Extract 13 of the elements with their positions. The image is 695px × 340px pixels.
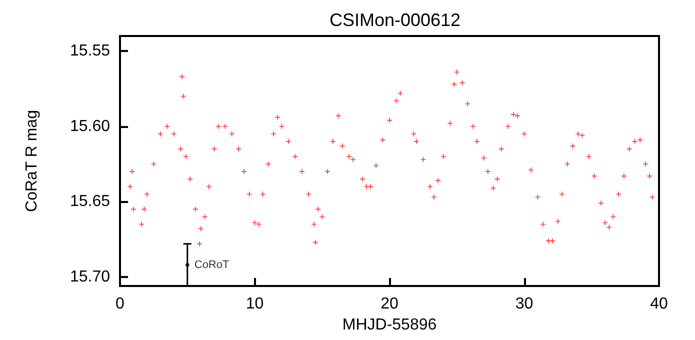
x-tick-label: 10 (246, 296, 264, 312)
y-tick-label: 15.55 (70, 42, 110, 60)
x-tick-label: 40 (650, 296, 668, 312)
y-tick-label: 15.65 (70, 193, 110, 210)
y-axis-title: CoRaT R mag (24, 110, 40, 212)
x-tick-label: 30 (515, 296, 534, 312)
x-tick-label: 0 (116, 296, 125, 312)
x-axis-title: MHJD-55896 (342, 316, 437, 334)
y-tick-label: 15.60 (70, 118, 110, 135)
chart-title: CSIMon-000612 (329, 10, 461, 30)
series-label: CoRoT (194, 258, 230, 271)
x-tick-label: 20 (380, 296, 398, 312)
y-tick-label: 15.70 (70, 268, 110, 286)
